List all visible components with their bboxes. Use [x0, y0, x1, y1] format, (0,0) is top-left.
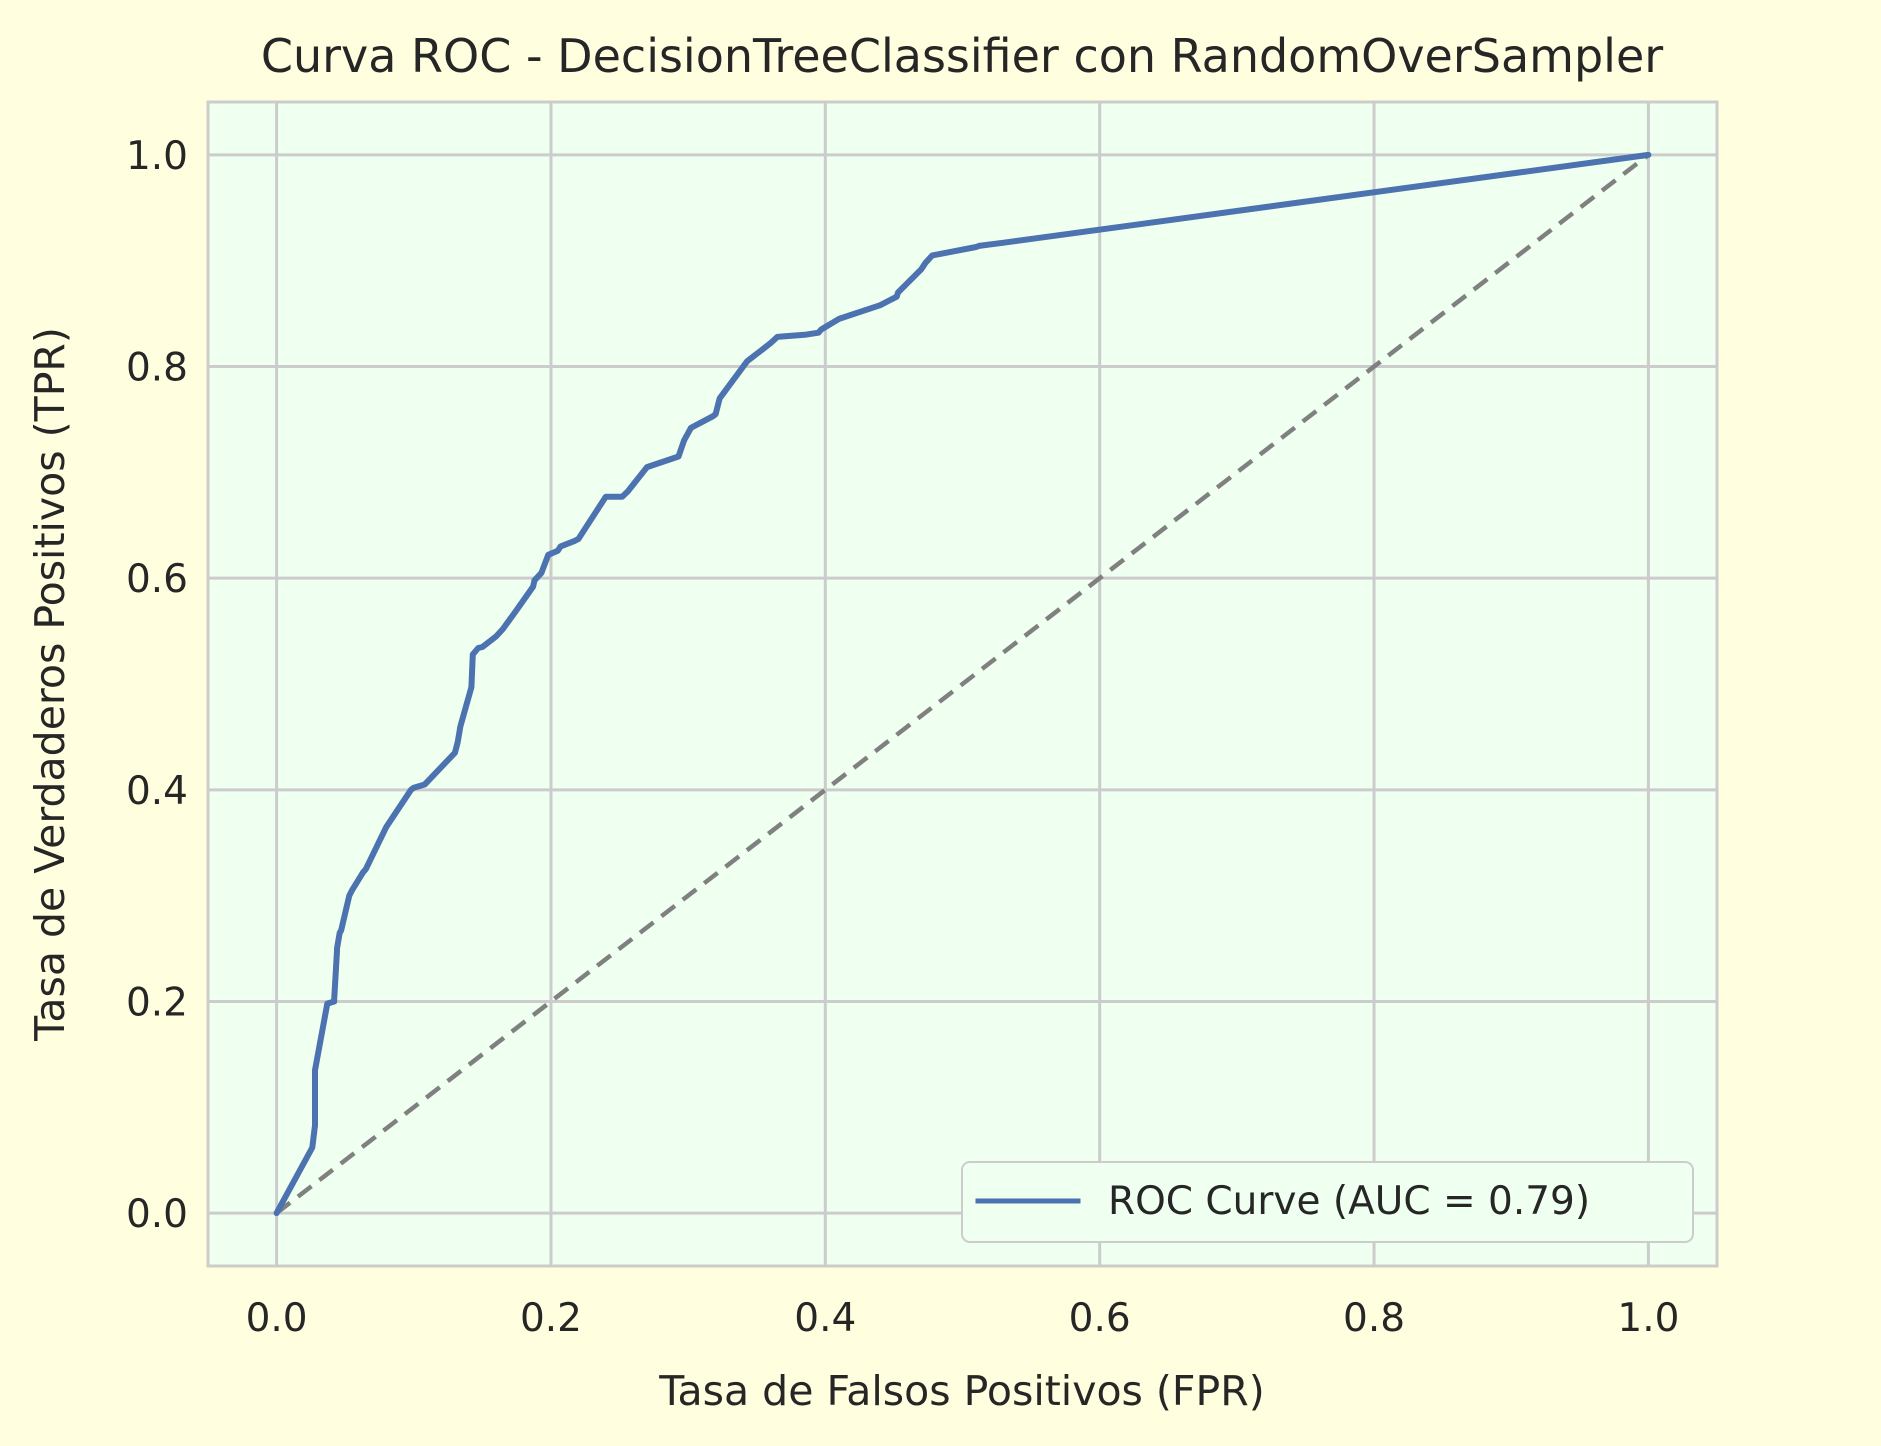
- legend-box: [961, 1161, 1694, 1243]
- legend: ROC Curve (AUC = 0.79): [961, 1161, 1694, 1243]
- x-tick-labels: 0.0 0.2 0.4 0.6 0.8 1.0: [246, 1296, 1680, 1341]
- x-tick-label: 0.8: [1343, 1296, 1405, 1341]
- x-tick-label: 1.0: [1617, 1296, 1679, 1341]
- x-axis-label: Tasa de Falsos Positivos (FPR): [658, 1367, 1264, 1415]
- y-axis-label: Tasa de Verdaderos Positivos (TPR): [26, 327, 74, 1042]
- y-tick-labels: 0.0 0.2 0.4 0.6 0.8 1.0: [126, 134, 188, 1237]
- y-tick-label: 0.8: [126, 346, 188, 391]
- x-tick-label: 0.2: [520, 1296, 582, 1341]
- y-tick-label: 0.4: [126, 769, 188, 814]
- y-tick-label: 0.0: [126, 1192, 188, 1237]
- x-tick-label: 0.4: [794, 1296, 856, 1341]
- series-layer: [273, 151, 1652, 1217]
- grid: [208, 102, 1717, 1266]
- x-tick-label: 0.6: [1069, 1296, 1131, 1341]
- roc-curve-line: [273, 151, 1652, 1217]
- chart-title: Curva ROC - DecisionTreeClassifier con R…: [261, 29, 1663, 83]
- x-tick-label: 0.0: [246, 1296, 308, 1341]
- y-tick-label: 0.6: [126, 557, 188, 602]
- plot-frame: [206, 100, 1719, 1268]
- y-tick-label: 0.2: [126, 980, 188, 1025]
- y-tick-label: 1.0: [126, 134, 188, 179]
- chance-diagonal-line: [275, 153, 1650, 1215]
- legend-label: ROC Curve (AUC = 0.79): [1108, 1179, 1590, 1224]
